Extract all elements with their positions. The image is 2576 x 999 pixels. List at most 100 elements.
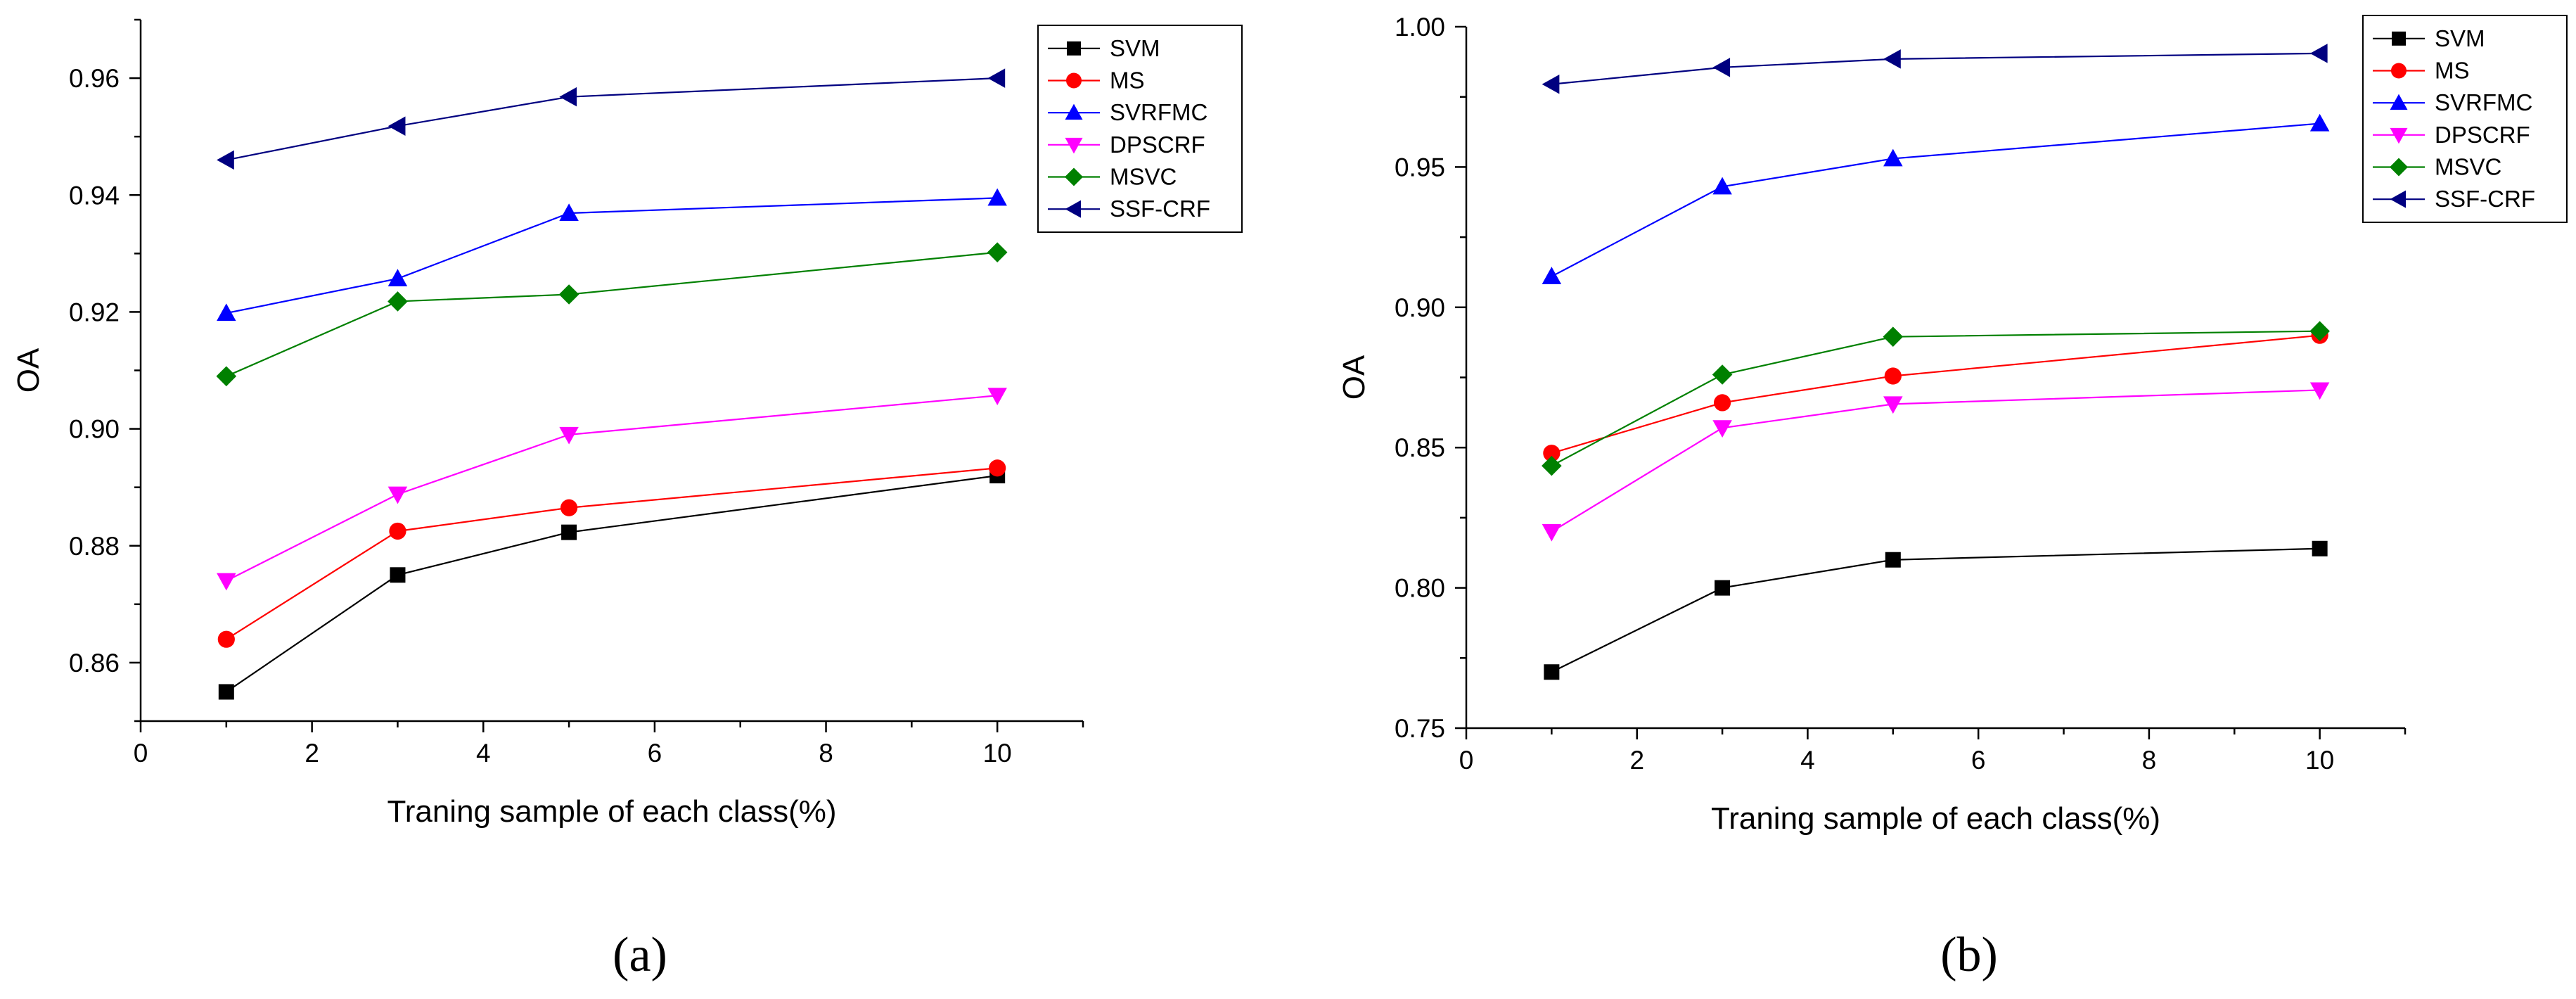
legend-marker-svm: [2392, 31, 2406, 46]
series-ms: [217, 459, 1006, 648]
data-point-dpscrf: [1542, 523, 1562, 542]
data-point-svrfmc: [387, 269, 408, 287]
data-point-msvc: [1712, 364, 1733, 385]
series-line-svrfmc: [1551, 122, 2320, 277]
series-line-msvc: [226, 251, 998, 377]
series-line-dpscrf: [226, 395, 998, 582]
x-axis-title: Traning sample of each class(%): [1711, 801, 2160, 836]
data-point-ms: [389, 522, 406, 540]
data-point-dpscrf: [559, 426, 579, 445]
series-svrfmc: [1542, 113, 2330, 284]
series-msvc: [1542, 321, 2330, 476]
data-point-svm: [1885, 552, 1901, 568]
data-point-svrfmc: [559, 203, 579, 222]
data-point-msvc: [558, 284, 579, 305]
x-tick-label: 10: [2305, 746, 2334, 775]
series-line-svrfmc: [226, 197, 998, 314]
data-point-svm: [1544, 664, 1560, 680]
data-point-dpscrf: [1883, 396, 1903, 414]
data-point-svrfmc: [1542, 267, 1562, 284]
legend-marker-svm: [1067, 41, 1081, 56]
chart-panel-a: 0 2 4 6 8 10 0.86 0.88 0.90 0.92 0.94 0.96 Traning s…: [11, 18, 1243, 982]
legend: SVM MS SVRFMC DPSCRF MSVC SSF-CRF: [1037, 25, 1243, 233]
series-dpscrf: [1542, 382, 2330, 542]
data-point-ms: [217, 630, 235, 648]
legend-label: SVRFMC: [1110, 99, 1207, 125]
data-point-dpscrf: [217, 573, 236, 591]
series-line-dpscrf: [1551, 389, 2320, 533]
series-svm: [1544, 540, 2328, 680]
data-point-svm: [2312, 540, 2328, 556]
data-point-ms: [1884, 367, 1902, 385]
data-point-ssf-crf: [1542, 75, 1560, 94]
legend-marker-ms: [2391, 63, 2407, 79]
data-point-msvc: [1883, 326, 1904, 347]
legend-box: [1037, 25, 1243, 233]
x-tick-label: 0: [1459, 746, 1474, 775]
series-ssf-crf: [217, 68, 1006, 170]
y-tick-label: 0.75: [1395, 714, 1445, 743]
series-ssf-crf: [1542, 44, 2328, 94]
data-point-ssf-crf: [1712, 58, 1731, 77]
x-tick-label: 6: [648, 739, 662, 768]
y-axis-title: OA: [1337, 355, 1371, 400]
data-point-dpscrf: [2309, 382, 2330, 400]
data-point-ms: [560, 499, 578, 516]
data-point-ms: [989, 459, 1006, 477]
legend-label: MSVC: [1110, 164, 1177, 190]
data-point-ssf-crf: [559, 87, 577, 107]
legend-marker-ssf-crf: [2390, 190, 2406, 208]
legend-label: SVM: [1110, 35, 1160, 61]
data-point-dpscrf: [387, 486, 408, 504]
series-line-ssf-crf: [226, 77, 998, 161]
y-tick-label: 0.85: [1395, 433, 1445, 462]
series-line-ms: [1551, 334, 2320, 454]
data-point-svrfmc: [1712, 177, 1732, 195]
legend-box: [2362, 15, 2568, 223]
data-point-msvc: [216, 366, 237, 387]
x-tick-label: 10: [983, 739, 1012, 768]
legend-label: MS: [2435, 58, 2470, 84]
data-point-svrfmc: [987, 188, 1007, 206]
legend-label: DPSCRF: [1110, 132, 1205, 158]
legend-marker-ssf-crf: [1065, 200, 1081, 218]
legend-label: SSF-CRF: [1110, 196, 1210, 222]
y-tick-label: 0.92: [69, 298, 120, 326]
legend-marker-dpscrf: [2390, 127, 2408, 144]
y-tick-label: 0.88: [69, 532, 120, 561]
x-tick-label: 8: [2142, 746, 2157, 775]
x-tick-label: 6: [1971, 746, 1986, 775]
y-tick-label: 0.90: [69, 415, 120, 444]
series-line-ssf-crf: [1551, 52, 2320, 85]
y-axis-title: OA: [11, 348, 46, 393]
legend-marker-msvc: [1065, 167, 1083, 186]
data-point-dpscrf: [1712, 420, 1732, 438]
legend-label: SVM: [2435, 25, 2485, 51]
y-tick-label: 1.00: [1395, 13, 1445, 42]
data-point-ssf-crf: [387, 116, 406, 136]
legend-marker-svrfmc: [2390, 94, 2408, 110]
series-svrfmc: [217, 188, 1007, 322]
data-point-svm: [1715, 580, 1731, 596]
data-point-ssf-crf: [2309, 44, 2328, 63]
legend: SVM MS SVRFMC DPSCRF MSVC SSF-CRF: [2362, 15, 2568, 223]
y-tick-label: 0.94: [69, 181, 120, 210]
data-point-ssf-crf: [217, 150, 234, 170]
x-tick-label: 2: [305, 739, 319, 768]
series-msvc: [216, 242, 1008, 387]
data-point-svrfmc: [217, 303, 236, 322]
series-line-svm: [1551, 547, 2320, 673]
y-tick-label: 0.95: [1395, 153, 1445, 182]
legend-label: MS: [1110, 68, 1145, 94]
data-point-svrfmc: [1883, 148, 1903, 167]
legend-label: SVRFMC: [2435, 89, 2532, 115]
series-line-msvc: [1551, 330, 2320, 467]
data-point-msvc: [2309, 321, 2330, 341]
x-tick-label: 4: [1800, 746, 1815, 775]
y-tick-label: 0.86: [69, 649, 120, 677]
legend-marker-dpscrf: [1065, 137, 1083, 154]
data-point-ms: [1713, 394, 1731, 412]
chart-panel-b: 0 2 4 6 8 10 0.75 0.80 0.85 0.90 0.95 1.00 Traning s…: [1337, 13, 2568, 982]
data-point-msvc: [987, 242, 1008, 262]
